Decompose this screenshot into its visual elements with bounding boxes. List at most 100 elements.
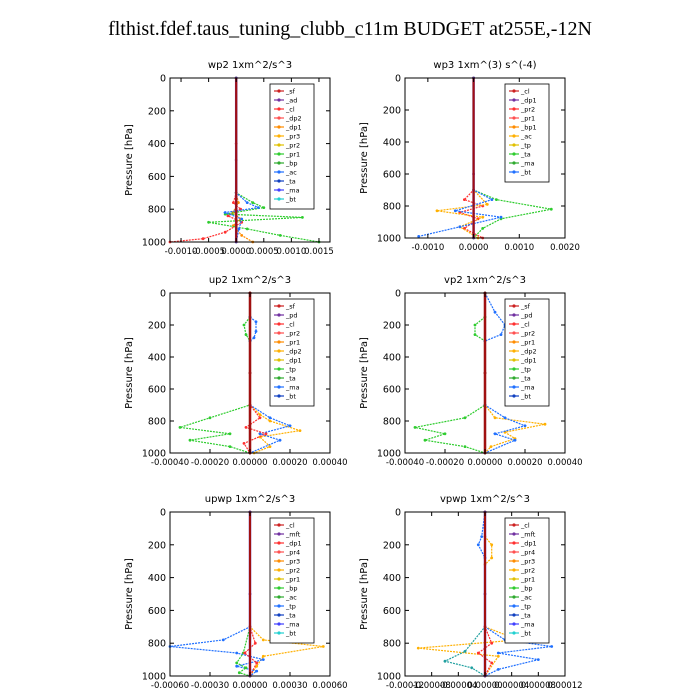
- legend-marker: [512, 559, 516, 563]
- data-point: [473, 333, 477, 336]
- legend-marker: [512, 161, 516, 165]
- x-tick-label: 0.0000: [459, 243, 489, 253]
- legend-marker: [277, 367, 281, 371]
- legend-marker: [277, 197, 281, 201]
- x-tick-label: 0.0015: [304, 247, 334, 257]
- x-tick-label: 0.00012: [547, 681, 582, 691]
- legend-marker: [512, 340, 516, 344]
- y-axis-label: Pressure [hPa]: [124, 558, 135, 630]
- data-point: [255, 664, 259, 668]
- legend-marker: [512, 125, 516, 129]
- data-point: [480, 535, 484, 538]
- series-line-bp: [208, 78, 320, 243]
- data-point: [235, 661, 239, 665]
- data-point: [463, 416, 467, 420]
- y-tick-label: 800: [148, 417, 166, 428]
- legend-label: _bt: [285, 393, 296, 401]
- y-tick-label: 600: [383, 170, 401, 181]
- data-point: [496, 668, 500, 671]
- data-point: [278, 234, 282, 237]
- legend-marker: [512, 577, 516, 581]
- y-tick-label: 1000: [142, 238, 166, 249]
- y-tick-label: 400: [148, 139, 166, 150]
- legend-marker: [512, 622, 516, 626]
- legend-label: _tp: [285, 366, 296, 374]
- data-point: [443, 432, 447, 436]
- x-tick-label: 0.00000: [232, 458, 267, 468]
- y-tick-label: 0: [160, 74, 166, 85]
- legend-marker: [512, 541, 516, 545]
- y-tick-label: 600: [383, 385, 401, 396]
- data-point: [476, 543, 480, 547]
- data-point: [255, 661, 259, 665]
- x-tick-label: -0.0005: [192, 247, 225, 257]
- data-point: [416, 646, 420, 650]
- legend-label: _pr2: [285, 142, 300, 150]
- series-line-dp1: [169, 78, 243, 243]
- data-point: [251, 201, 255, 205]
- y-tick-label: 200: [383, 106, 401, 117]
- legend-label: _ta: [285, 178, 296, 186]
- data-point: [490, 556, 494, 560]
- data-point: [208, 416, 212, 420]
- x-tick-label: -0.00030: [191, 681, 229, 691]
- data-point: [490, 198, 494, 202]
- legend-box: [269, 517, 315, 644]
- series-line-dp1: [243, 293, 268, 454]
- y-tick-label: 600: [148, 606, 166, 617]
- x-tick-label: 0.00000: [467, 458, 502, 468]
- legend-marker: [512, 107, 516, 111]
- data-point: [255, 669, 259, 673]
- legend-label: _pd: [285, 312, 298, 320]
- series-line-dp2: [179, 293, 251, 454]
- chart-panel-1: wp2 1xm^2/s^3 Pressure [hPa] 0 200 400 600 800…: [124, 60, 334, 257]
- series-line-pr2: [484, 293, 546, 454]
- data-point: [223, 230, 227, 234]
- legend-marker: [277, 550, 281, 554]
- legend-marker: [277, 577, 281, 581]
- x-tick-label: 0.0020: [550, 243, 580, 253]
- legend-label: _dp1: [520, 357, 537, 365]
- data-point: [435, 209, 439, 213]
- legend-label: _ma: [520, 160, 535, 168]
- legend-marker: [277, 322, 281, 326]
- x-tick-label: 0.0010: [504, 243, 534, 253]
- data-point: [513, 438, 517, 442]
- data-point: [463, 227, 466, 230]
- legend-label: _pr2: [520, 567, 535, 575]
- series-line-bp: [235, 512, 251, 677]
- chart-title: up2 1xm^2/s^3: [209, 275, 291, 286]
- legend-label: _pr1: [520, 115, 535, 123]
- legend-label: _dp1: [285, 124, 302, 132]
- data-point: [240, 217, 244, 221]
- x-tick-label: -0.0010: [165, 247, 198, 257]
- plot-frame: [404, 77, 566, 239]
- x-tick-label: 0.00020: [272, 458, 307, 468]
- legend-marker: [277, 161, 281, 165]
- data-point: [235, 664, 239, 668]
- legend-marker: [277, 631, 281, 635]
- legend-marker: [512, 376, 516, 380]
- legend-label: _tp: [520, 366, 531, 374]
- data-point: [228, 445, 232, 448]
- data-point: [252, 336, 256, 340]
- chart-panel-2: wp3 1xm^(3) s^(-4) Pressure [hPa] 0 200 400 6…: [359, 60, 580, 253]
- legend-label: _bt: [285, 196, 296, 204]
- legend-marker: [277, 586, 281, 590]
- legend-label: _bp: [285, 585, 298, 593]
- data-point: [321, 645, 325, 648]
- chart-panel-6: vpwp 1xm^2/s^3 Pressure [hPa] 0 200 400 600 80…: [359, 494, 583, 691]
- y-tick-label: 800: [383, 639, 401, 650]
- data-point: [232, 201, 235, 205]
- y-tick-label: 200: [148, 540, 166, 551]
- x-tick-label: -0.00020: [191, 458, 229, 468]
- data-point: [244, 333, 248, 336]
- data-point: [262, 206, 266, 210]
- legend-label: _sf: [285, 88, 296, 96]
- chart-panel-5: upwp 1xm^2/s^3 Pressure [hPa] 0 200 400 600 80…: [124, 494, 348, 691]
- data-point: [188, 438, 192, 442]
- y-tick-label: 600: [383, 606, 401, 617]
- data-point: [496, 654, 500, 658]
- legend-label: _pr2: [520, 330, 535, 338]
- legend-label: _bt: [520, 393, 531, 401]
